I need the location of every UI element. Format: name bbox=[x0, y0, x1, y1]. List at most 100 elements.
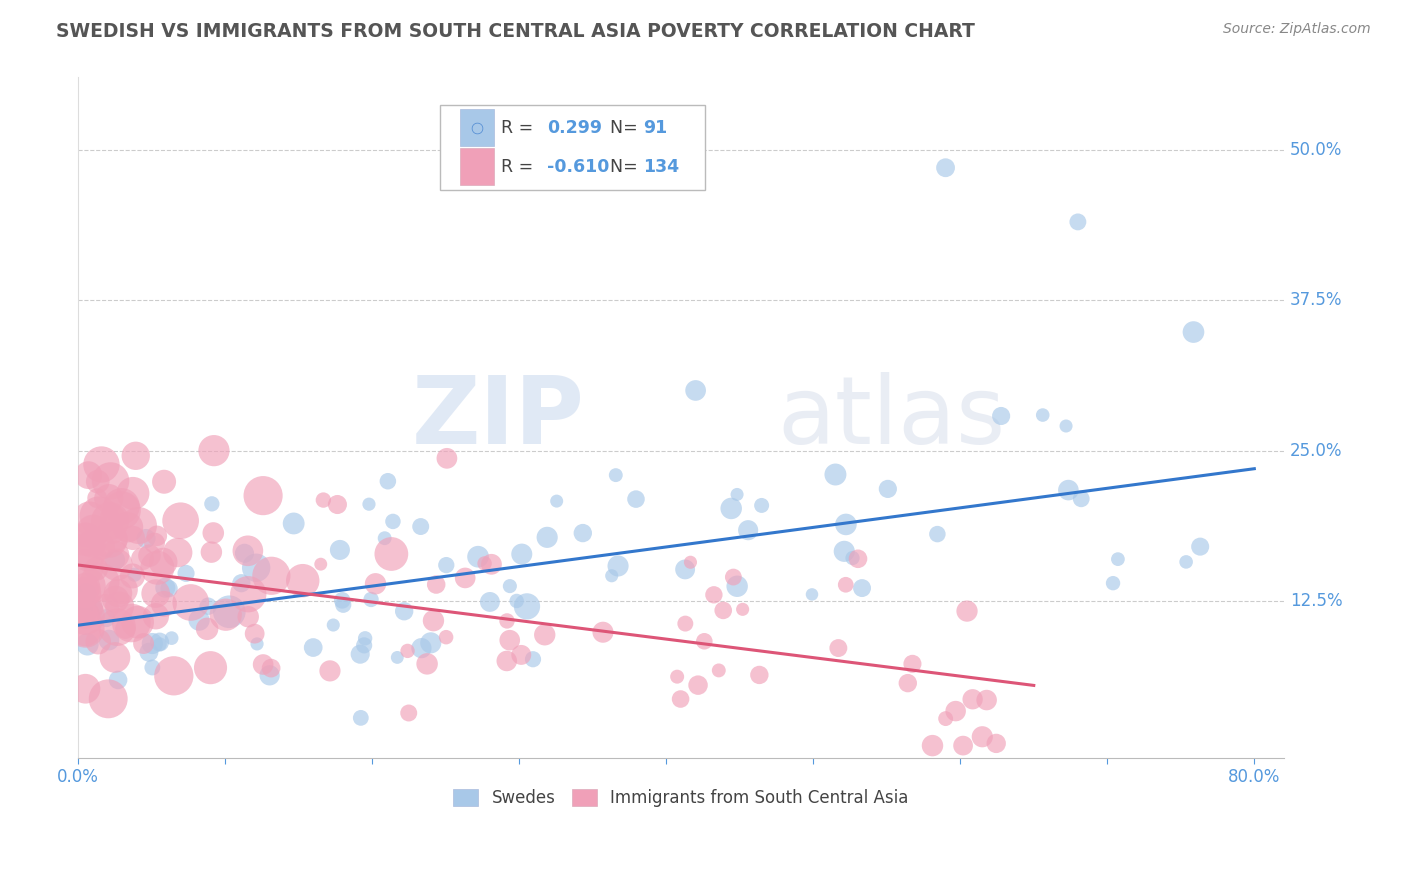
Point bbox=[75, 624, 97, 638]
Point bbox=[75, 543, 97, 558]
Text: 25.0%: 25.0% bbox=[1289, 442, 1343, 459]
Text: N=: N= bbox=[610, 119, 643, 136]
Point bbox=[357, 497, 380, 511]
Point bbox=[496, 614, 519, 628]
Point bbox=[516, 599, 538, 614]
Point bbox=[200, 661, 222, 675]
Point bbox=[215, 607, 238, 622]
Text: 134: 134 bbox=[644, 158, 679, 176]
Point bbox=[259, 668, 281, 682]
Point bbox=[105, 620, 128, 634]
Point bbox=[146, 529, 169, 543]
Point bbox=[138, 549, 160, 563]
Point bbox=[897, 676, 920, 690]
Point bbox=[75, 560, 97, 574]
Point bbox=[976, 693, 998, 707]
Text: 0.299: 0.299 bbox=[547, 119, 602, 136]
Text: SWEDISH VS IMMIGRANTS FROM SOUTH CENTRAL ASIA POVERTY CORRELATION CHART: SWEDISH VS IMMIGRANTS FROM SOUTH CENTRAL… bbox=[56, 22, 976, 41]
Point bbox=[100, 474, 122, 488]
Text: -0.610: -0.610 bbox=[547, 158, 609, 176]
Point bbox=[252, 657, 274, 672]
Point bbox=[75, 607, 97, 621]
Point bbox=[707, 664, 730, 678]
Point bbox=[153, 475, 176, 489]
Point bbox=[349, 647, 371, 661]
Point bbox=[87, 634, 110, 648]
Point bbox=[481, 558, 503, 572]
Text: 12.5%: 12.5% bbox=[1289, 592, 1343, 610]
Point bbox=[107, 586, 129, 600]
Text: N=: N= bbox=[610, 158, 643, 176]
Point bbox=[107, 673, 129, 687]
Point bbox=[935, 161, 957, 175]
Point bbox=[238, 587, 260, 601]
Point bbox=[835, 578, 858, 592]
Point bbox=[131, 551, 153, 566]
Point bbox=[737, 523, 759, 537]
Point bbox=[986, 736, 1008, 750]
Point bbox=[990, 409, 1012, 423]
Point bbox=[419, 636, 441, 650]
Point bbox=[411, 641, 433, 656]
Point bbox=[434, 630, 457, 644]
Point bbox=[1032, 408, 1054, 422]
Point bbox=[84, 601, 107, 615]
Point bbox=[312, 493, 335, 508]
Point bbox=[75, 601, 97, 615]
Point bbox=[76, 606, 98, 620]
Point bbox=[832, 544, 855, 558]
Point bbox=[75, 607, 97, 622]
Point bbox=[127, 615, 149, 629]
Point bbox=[1107, 552, 1129, 566]
Text: 37.5%: 37.5% bbox=[1289, 291, 1343, 310]
Point bbox=[174, 566, 197, 581]
Point bbox=[666, 670, 689, 684]
Point bbox=[84, 562, 107, 576]
Point bbox=[592, 625, 614, 640]
Point bbox=[108, 599, 131, 614]
Point bbox=[380, 547, 402, 561]
Point bbox=[110, 500, 132, 514]
Point bbox=[166, 545, 188, 559]
Point bbox=[364, 576, 387, 591]
Text: 91: 91 bbox=[644, 119, 668, 136]
Point bbox=[132, 636, 155, 650]
Point bbox=[104, 553, 127, 567]
Point bbox=[935, 712, 957, 726]
Point bbox=[510, 648, 533, 662]
Point bbox=[111, 503, 134, 517]
Point bbox=[75, 586, 97, 600]
Point bbox=[121, 531, 143, 545]
Point bbox=[827, 641, 849, 656]
Legend: Swedes, Immigrants from South Central Asia: Swedes, Immigrants from South Central As… bbox=[447, 782, 915, 814]
Point bbox=[354, 632, 377, 646]
Point bbox=[962, 692, 984, 706]
Point bbox=[76, 579, 98, 593]
Text: atlas: atlas bbox=[778, 372, 1005, 464]
Point bbox=[572, 526, 595, 541]
Point bbox=[703, 588, 725, 602]
Point bbox=[387, 650, 409, 665]
Point bbox=[1175, 555, 1198, 569]
Point bbox=[135, 532, 157, 546]
Point bbox=[97, 491, 120, 506]
Point bbox=[79, 511, 101, 525]
Point bbox=[1070, 491, 1092, 506]
Point bbox=[75, 532, 97, 546]
Point bbox=[122, 486, 145, 500]
Point bbox=[243, 626, 266, 640]
Point bbox=[605, 468, 627, 483]
Point bbox=[956, 604, 979, 618]
Point bbox=[236, 543, 259, 558]
Point bbox=[434, 558, 457, 573]
Point bbox=[392, 604, 415, 618]
Point bbox=[75, 597, 97, 611]
Point bbox=[478, 595, 501, 609]
Point bbox=[75, 622, 97, 636]
Point bbox=[87, 475, 110, 489]
Text: R =: R = bbox=[502, 158, 538, 176]
Point bbox=[398, 706, 420, 720]
Point bbox=[876, 482, 898, 496]
Point bbox=[353, 638, 375, 652]
Point bbox=[145, 586, 167, 600]
